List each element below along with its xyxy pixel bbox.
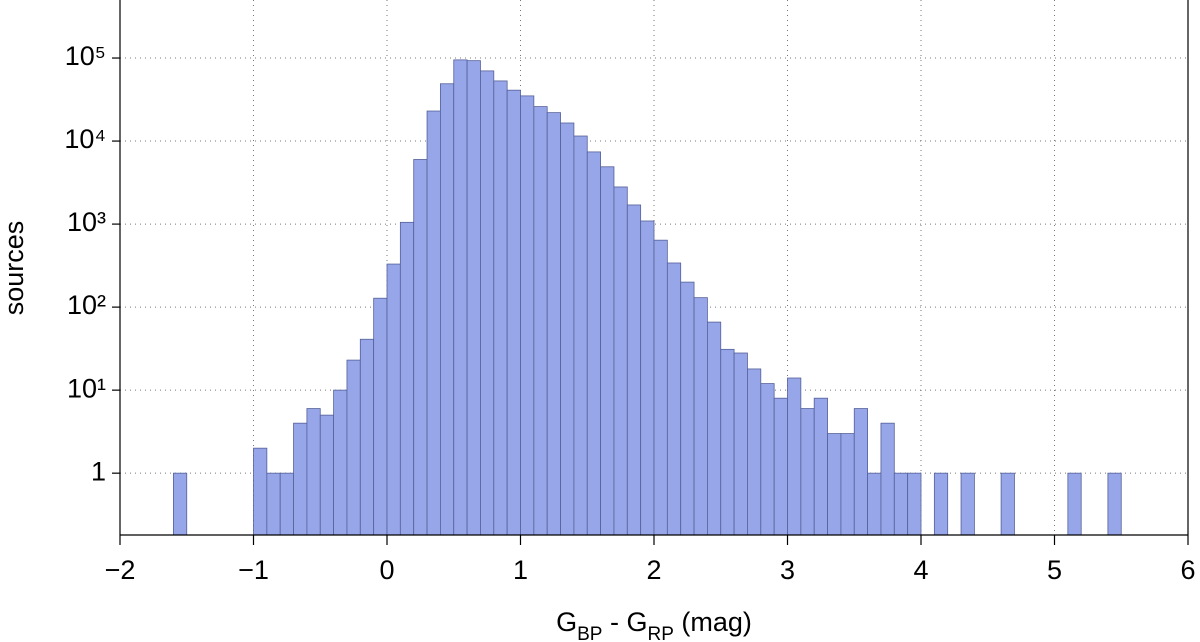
bar <box>640 220 655 536</box>
bar <box>253 447 268 536</box>
bar <box>853 408 868 536</box>
bar <box>399 221 415 536</box>
bar <box>506 89 521 536</box>
x-tick-label: −1 <box>238 555 269 585</box>
bar <box>386 263 401 536</box>
y-tick-label: 10³ <box>67 207 106 237</box>
bar <box>1067 472 1082 536</box>
bar <box>373 297 388 536</box>
y-axis-label: sources <box>0 221 29 316</box>
bar <box>680 281 695 536</box>
bar <box>626 204 642 536</box>
bar <box>1000 472 1015 536</box>
bar <box>266 472 281 536</box>
bar <box>707 321 722 536</box>
bar <box>827 433 842 536</box>
x-tick-label: 3 <box>780 555 795 585</box>
x-axis-label: GBP - GRP (mag) <box>556 607 752 642</box>
bar <box>880 422 895 536</box>
bar <box>787 377 802 536</box>
bar <box>520 95 535 536</box>
x-tick-label: −2 <box>105 555 136 585</box>
bar <box>720 348 735 536</box>
bar <box>493 80 508 536</box>
x-tick-label: 1 <box>513 555 528 585</box>
bar <box>840 433 855 536</box>
bar <box>293 422 308 536</box>
bar <box>333 389 348 536</box>
x-axis-label-part: RP <box>647 624 673 642</box>
bar <box>1107 472 1122 536</box>
x-tick-label: 4 <box>913 555 928 585</box>
bar <box>306 408 321 536</box>
bar <box>439 83 455 536</box>
bar <box>586 151 602 536</box>
bar <box>466 60 481 536</box>
x-axis-label-part: BP <box>577 624 602 642</box>
y-tick-label: 10⁵ <box>65 41 106 71</box>
bar <box>413 159 428 536</box>
y-tick-label: 10⁴ <box>64 124 106 154</box>
bar <box>867 472 882 536</box>
bar <box>907 472 922 536</box>
bar <box>613 186 628 536</box>
x-axis-label-part: (mag) <box>674 607 752 637</box>
bar <box>453 59 468 536</box>
bar <box>960 472 975 536</box>
bar <box>172 472 188 536</box>
bar <box>693 297 708 536</box>
bar <box>760 383 775 536</box>
bar <box>800 408 815 536</box>
bar <box>733 352 748 536</box>
bar <box>426 110 441 536</box>
bar <box>666 262 682 536</box>
bar <box>346 359 361 536</box>
bar <box>600 166 615 536</box>
bar <box>533 106 548 536</box>
bar <box>359 338 375 536</box>
x-axis-label-part: - G <box>602 607 647 637</box>
bar <box>813 397 828 536</box>
x-tick-label: 6 <box>1180 555 1195 585</box>
y-tick-label: 10¹ <box>67 373 106 403</box>
bar <box>279 472 294 536</box>
bar <box>747 368 762 536</box>
y-tick-label: 10² <box>67 290 106 320</box>
y-tick-label: 1 <box>91 456 106 486</box>
bar <box>893 472 909 536</box>
bar <box>653 239 668 536</box>
bar <box>560 122 575 536</box>
x-tick-label: 0 <box>379 555 394 585</box>
bar <box>933 472 949 536</box>
bar <box>773 397 788 536</box>
bar <box>480 70 495 536</box>
bar <box>546 112 561 536</box>
x-tick-label: 5 <box>1047 555 1062 585</box>
bar <box>319 414 335 536</box>
x-tick-label: 2 <box>646 555 661 585</box>
x-axis-label-part: G <box>556 607 577 637</box>
bar <box>573 135 588 536</box>
